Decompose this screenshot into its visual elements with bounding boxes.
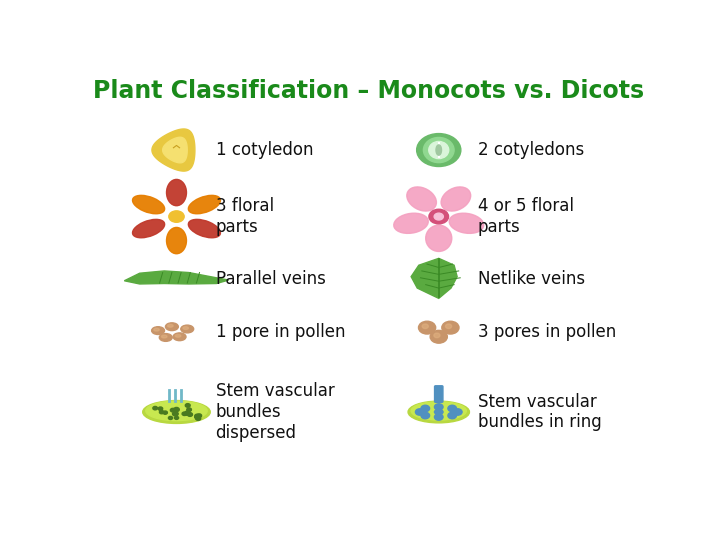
- FancyBboxPatch shape: [435, 386, 443, 402]
- Ellipse shape: [143, 401, 210, 423]
- Ellipse shape: [173, 333, 186, 341]
- Circle shape: [159, 410, 164, 414]
- Polygon shape: [411, 258, 457, 299]
- Text: Stem vascular
bundles
dispersed: Stem vascular bundles dispersed: [215, 382, 334, 442]
- Circle shape: [417, 133, 461, 166]
- Circle shape: [195, 414, 199, 417]
- Text: 3 floral
parts: 3 floral parts: [215, 197, 274, 236]
- Ellipse shape: [175, 334, 181, 338]
- Ellipse shape: [429, 141, 449, 159]
- Circle shape: [415, 409, 424, 415]
- Ellipse shape: [166, 179, 186, 206]
- Ellipse shape: [407, 187, 436, 211]
- Text: Plant Classification – Monocots vs. Dicots: Plant Classification – Monocots vs. Dico…: [94, 79, 644, 103]
- Ellipse shape: [181, 325, 194, 333]
- Circle shape: [421, 413, 430, 418]
- Circle shape: [173, 411, 178, 416]
- Circle shape: [185, 403, 190, 407]
- Ellipse shape: [408, 401, 469, 423]
- Polygon shape: [125, 271, 229, 284]
- Ellipse shape: [132, 195, 165, 214]
- Ellipse shape: [189, 219, 220, 238]
- Circle shape: [422, 324, 428, 328]
- Circle shape: [434, 414, 443, 420]
- Ellipse shape: [449, 213, 484, 233]
- Ellipse shape: [426, 225, 451, 252]
- Circle shape: [196, 417, 201, 420]
- Ellipse shape: [166, 227, 186, 254]
- Polygon shape: [152, 129, 195, 171]
- Circle shape: [168, 211, 184, 222]
- Circle shape: [168, 416, 173, 420]
- Text: 4 or 5 floral
parts: 4 or 5 floral parts: [478, 197, 574, 236]
- Circle shape: [174, 416, 179, 420]
- Circle shape: [158, 407, 163, 410]
- Ellipse shape: [189, 195, 220, 214]
- Ellipse shape: [434, 409, 443, 415]
- Circle shape: [182, 412, 186, 415]
- Text: Stem vascular
bundles in ring: Stem vascular bundles in ring: [478, 393, 601, 431]
- Text: 3 pores in pollen: 3 pores in pollen: [478, 323, 616, 341]
- Ellipse shape: [168, 325, 173, 327]
- Circle shape: [171, 408, 175, 412]
- Circle shape: [153, 407, 158, 410]
- Ellipse shape: [145, 401, 207, 421]
- Text: 1 cotyledon: 1 cotyledon: [215, 141, 313, 159]
- Circle shape: [174, 408, 179, 411]
- Circle shape: [430, 330, 447, 343]
- Ellipse shape: [423, 138, 454, 163]
- Circle shape: [454, 409, 462, 415]
- Circle shape: [197, 414, 202, 417]
- Ellipse shape: [436, 145, 441, 155]
- Text: 1 pore in pollen: 1 pore in pollen: [215, 323, 345, 341]
- Circle shape: [186, 408, 192, 411]
- Ellipse shape: [154, 328, 159, 331]
- Circle shape: [429, 209, 449, 224]
- Circle shape: [421, 405, 430, 411]
- Polygon shape: [163, 137, 187, 163]
- Circle shape: [448, 413, 456, 418]
- Circle shape: [434, 213, 444, 220]
- Circle shape: [442, 321, 459, 334]
- Ellipse shape: [166, 323, 179, 330]
- Circle shape: [187, 413, 192, 416]
- Ellipse shape: [161, 335, 167, 338]
- Circle shape: [184, 411, 191, 415]
- Ellipse shape: [183, 327, 189, 329]
- Ellipse shape: [441, 187, 471, 211]
- Ellipse shape: [152, 327, 165, 334]
- Circle shape: [163, 411, 167, 414]
- Text: Netlike veins: Netlike veins: [478, 270, 585, 288]
- Text: 2 cotyledons: 2 cotyledons: [478, 141, 584, 159]
- Ellipse shape: [132, 219, 165, 238]
- Circle shape: [418, 321, 436, 334]
- Circle shape: [446, 324, 451, 328]
- Circle shape: [448, 405, 456, 411]
- Circle shape: [434, 333, 440, 338]
- Circle shape: [434, 404, 443, 410]
- Text: Parallel veins: Parallel veins: [215, 270, 325, 288]
- Ellipse shape: [411, 402, 467, 420]
- Circle shape: [194, 415, 199, 419]
- Ellipse shape: [159, 334, 172, 341]
- Ellipse shape: [394, 213, 428, 233]
